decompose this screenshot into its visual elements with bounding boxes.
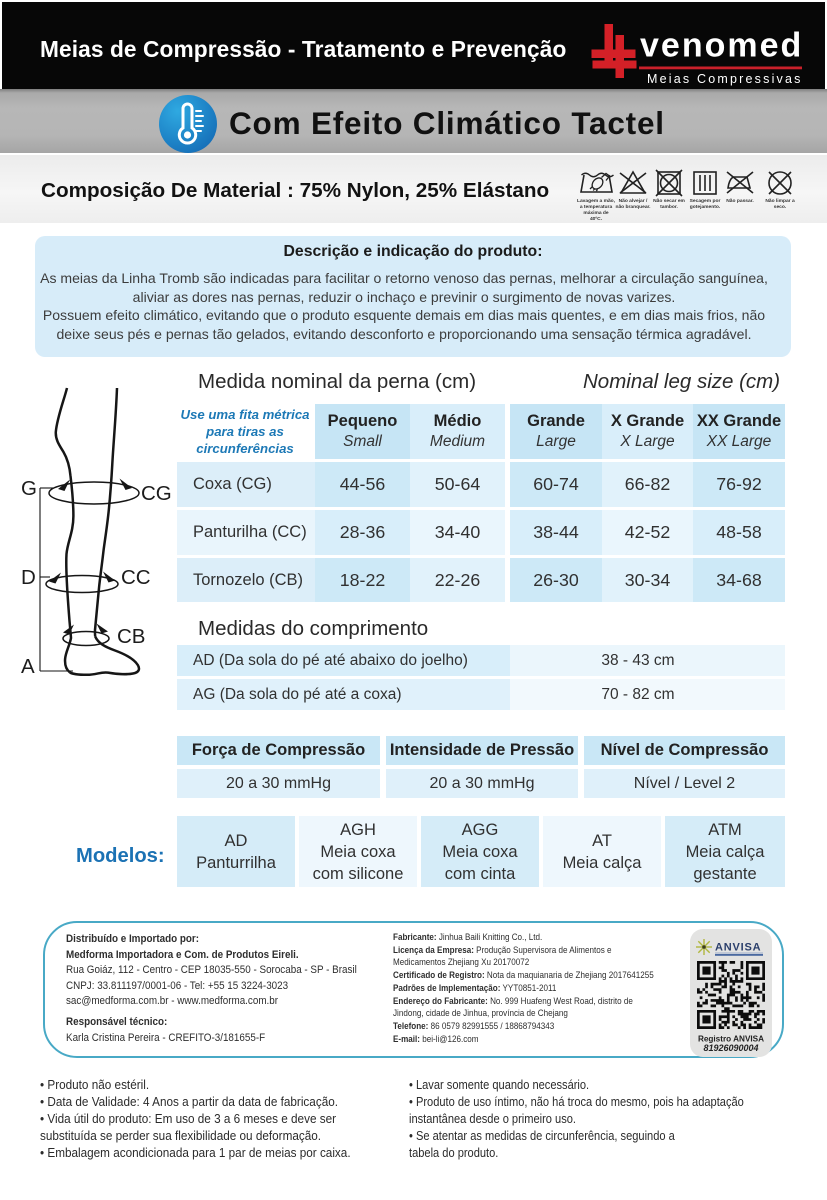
svg-text:ANVISA: ANVISA xyxy=(715,942,761,954)
svg-text:gotejamento.: gotejamento. xyxy=(690,204,721,210)
svg-text:CB: CB xyxy=(117,625,145,648)
svg-text:seco.: seco. xyxy=(774,205,787,210)
svg-text:Secagem por: Secagem por xyxy=(690,198,721,204)
svg-text:Meias Compressivas: Meias Compressivas xyxy=(647,72,803,86)
svg-text:A: A xyxy=(21,655,35,678)
svg-text:G: G xyxy=(21,477,37,500)
svg-text:Não passar.: Não passar. xyxy=(726,198,754,204)
svg-text:40ºC.: 40ºC. xyxy=(590,216,603,222)
svg-text:a temperatura: a temperatura xyxy=(580,204,613,210)
svg-text:D: D xyxy=(21,566,36,589)
svg-text:Lavagem a mão,: Lavagem a mão, xyxy=(577,198,616,204)
svg-text:Não limpar a: Não limpar a xyxy=(765,198,795,204)
svg-text:Não alvejar /: Não alvejar / xyxy=(619,198,648,204)
svg-text:81926090004: 81926090004 xyxy=(703,1043,758,1053)
svg-text:não branquear.: não branquear. xyxy=(615,204,651,210)
svg-text:tambor.: tambor. xyxy=(660,204,678,210)
svg-text:máxima de: máxima de xyxy=(583,210,609,216)
svg-text:Não secar em: Não secar em xyxy=(653,198,685,204)
svg-text:Registro ANVISA: Registro ANVISA xyxy=(698,1035,764,1044)
svg-text:venomed: venomed xyxy=(640,27,803,65)
svg-text:CG: CG xyxy=(141,482,172,505)
svg-text:CC: CC xyxy=(121,566,151,589)
